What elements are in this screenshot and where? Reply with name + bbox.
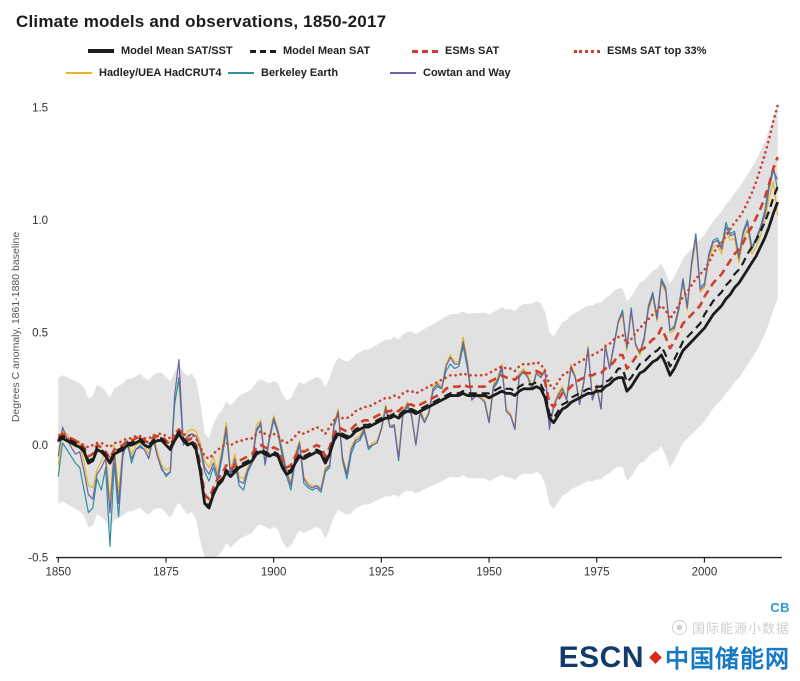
chart-area: 1850 1875 1900 1925 1950 1975 2000 -0.5 0.0 0.5 1.… xyxy=(0,84,800,593)
watermark-camera-icon xyxy=(671,620,687,635)
legend-label: Berkeley Earth xyxy=(261,67,339,79)
series-line-esms_sat xyxy=(57,156,779,501)
y-axis-tick-label: 0.0 xyxy=(32,440,48,452)
legend-line-swatch-model_mean_sat xyxy=(250,49,276,53)
legend-line-swatch-hadcrut4 xyxy=(66,72,92,74)
series-line-model_mean_sat_sst xyxy=(57,201,779,510)
legend-line-swatch-berkeley_earth xyxy=(228,72,254,74)
x-axis-tick-label: 1950 xyxy=(476,567,502,579)
legend-row-observations: Hadley/UEA HadCRUT4 Berkeley Earth Cowtan … xyxy=(0,62,800,84)
legend-label: ESMs SAT xyxy=(445,45,500,57)
watermark-text: 国际能源小数据 xyxy=(691,621,790,636)
x-axis-tick-label: 1900 xyxy=(261,567,287,579)
x-axis-tick-label: 2000 xyxy=(692,567,718,579)
series-line-cowtan_way xyxy=(57,169,779,514)
escn-logo-en: ESCN xyxy=(558,641,644,674)
climate-chart-canvas: 1850 1875 1900 1925 1950 1975 2000 -0.5 0.0 0.5 1.… xyxy=(10,103,782,579)
escn-logo-cn: 中国储能网 xyxy=(665,646,790,673)
y-axis-tick-label: 1.5 xyxy=(32,103,48,115)
legend-item-model_mean_sat: Model Mean SAT xyxy=(250,45,412,57)
legend-label: ESMs SAT top 33% xyxy=(607,45,707,57)
y-axis-tick-label: 1.0 xyxy=(32,215,48,227)
legend-label: Cowtan and Way xyxy=(423,67,511,79)
escn-logo: ESCN 中国储能网 xyxy=(559,639,790,675)
chart-legend: Model Mean SAT/SST Model Mean SAT ESMs SAT… xyxy=(0,40,800,84)
x-axis-tick-label: 1925 xyxy=(369,567,395,579)
legend-line-swatch-esms_sat xyxy=(412,49,438,53)
legend-item-hadcrut4: Hadley/UEA HadCRUT4 xyxy=(66,67,228,79)
legend-item-esms_sat: ESMs SAT xyxy=(412,45,574,57)
legend-line-swatch-esms_sat_top33 xyxy=(574,49,600,53)
series-line-esms_sat_top33 xyxy=(56,104,779,460)
escn-logo-accent-icon xyxy=(649,650,662,664)
y-axis-title: Degrees C anomaly, 1861-1880 baseline xyxy=(10,232,22,423)
y-axis-tick-label: 0.5 xyxy=(32,328,48,340)
legend-line-swatch-model_mean_sat_sst xyxy=(88,49,114,53)
footer: CB 国际能源小数据 ESCN 中国储能网 xyxy=(559,600,790,675)
carbonbrief-logo: CB xyxy=(770,600,790,615)
legend-row-models: Model Mean SAT/SST Model Mean SAT ESMs SAT… xyxy=(0,40,800,62)
x-axis-tick-label: 1975 xyxy=(584,567,610,579)
legend-line-swatch-cowtan_way xyxy=(390,72,416,74)
legend-item-esms_sat_top33: ESMs SAT top 33% xyxy=(574,45,736,57)
legend-item-cowtan_way: Cowtan and Way xyxy=(390,67,552,79)
legend-label: Model Mean SAT/SST xyxy=(121,45,233,57)
legend-item-berkeley_earth: Berkeley Earth xyxy=(228,67,390,79)
legend-label: Model Mean SAT xyxy=(283,45,371,57)
page-title: Climate models and observations, 1850-20… xyxy=(16,12,387,31)
legend-label: Hadley/UEA HadCRUT4 xyxy=(99,67,222,79)
x-axis-tick-label: 1850 xyxy=(45,567,71,579)
watermark: 国际能源小数据 xyxy=(559,618,790,637)
y-axis-tick-label: -0.5 xyxy=(28,553,48,565)
legend-item-model_mean_sat_sst: Model Mean SAT/SST xyxy=(88,45,250,57)
x-axis-tick-label: 1875 xyxy=(153,567,179,579)
uncertainty-band xyxy=(58,105,778,558)
